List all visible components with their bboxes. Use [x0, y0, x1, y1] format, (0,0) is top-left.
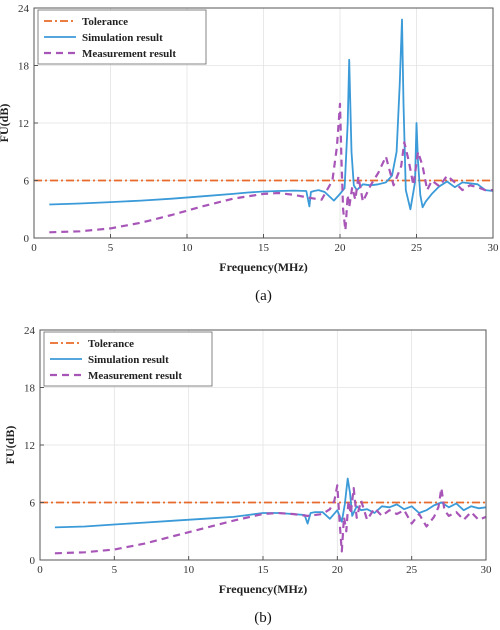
x-axis-label: Frequency(MHz): [219, 260, 307, 274]
x-tick-label: 15: [258, 564, 270, 576]
legend: Tolerance Simulation result Measurement re…: [37, 9, 207, 65]
series-measurement-resultline: [49, 102, 493, 234]
x-tick-label: 5: [108, 242, 114, 254]
series-measurement-resultline: [54, 484, 487, 555]
legend: Tolerance Simulation result Measurement re…: [43, 331, 213, 387]
y-tick-label: 24: [18, 3, 30, 15]
legend-label: Measurement result: [82, 48, 176, 60]
y-tick-label: 0: [30, 555, 36, 567]
panel-caption: (a): [255, 288, 272, 304]
x-tick-label: 20: [335, 242, 347, 254]
y-tick-label: 12: [18, 118, 29, 130]
chart-panel-a: 0 5 10 15 20 25 30 0 6 12 18 24 Frequency(MHz) FU(dB)…: [0, 3, 499, 304]
x-axis-label: Frequency(MHz): [219, 582, 307, 596]
x-tick-label: 0: [31, 242, 37, 254]
x-tick-label: 30: [488, 242, 500, 254]
x-tick-label: 30: [481, 564, 493, 576]
series-simulation-resultline: [54, 477, 487, 529]
y-axis-label: FU(dB): [0, 104, 11, 143]
x-tick-label: 10: [183, 564, 195, 576]
legend-label: Measurement result: [88, 370, 182, 382]
legend-label: Simulation result: [82, 32, 163, 44]
x-tick-label: 15: [258, 242, 270, 254]
y-tick-label: 6: [24, 176, 30, 188]
y-tick-label: 0: [24, 233, 30, 245]
y-tick-label: 18: [24, 383, 36, 395]
x-tick-label: 5: [112, 564, 118, 576]
chart-panel-b: 0 5 10 15 20 25 30 0 6 12 18 24 Frequency(MHz) FU(dB)…: [3, 325, 492, 626]
panel-caption: (b): [254, 610, 272, 626]
legend-label: Tolerance: [88, 338, 134, 350]
x-tick-label: 10: [182, 242, 194, 254]
y-tick-label: 24: [24, 325, 36, 337]
y-tick-label: 18: [18, 61, 30, 73]
x-tick-label: 20: [332, 564, 344, 576]
y-tick-label: 12: [24, 440, 35, 452]
y-axis-label: FU(dB): [3, 426, 17, 465]
legend-label: Simulation result: [88, 354, 169, 366]
x-tick-label: 25: [406, 564, 418, 576]
x-tick-label: 0: [37, 564, 43, 576]
x-tick-label: 25: [411, 242, 423, 254]
y-tick-label: 6: [30, 498, 36, 510]
legend-label: Tolerance: [82, 16, 128, 28]
